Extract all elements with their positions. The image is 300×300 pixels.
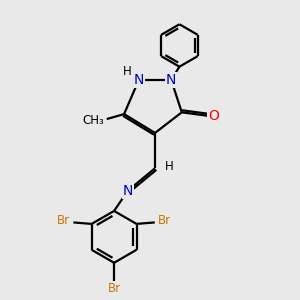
Text: H: H [165,160,173,173]
Text: N: N [123,184,133,198]
Text: O: O [208,109,219,123]
Text: N: N [134,73,144,87]
Text: CH₃: CH₃ [82,114,104,127]
Text: Br: Br [158,214,171,227]
Text: H: H [123,65,132,78]
Text: Br: Br [57,214,70,227]
Text: Br: Br [107,282,121,295]
Text: N: N [166,73,176,87]
